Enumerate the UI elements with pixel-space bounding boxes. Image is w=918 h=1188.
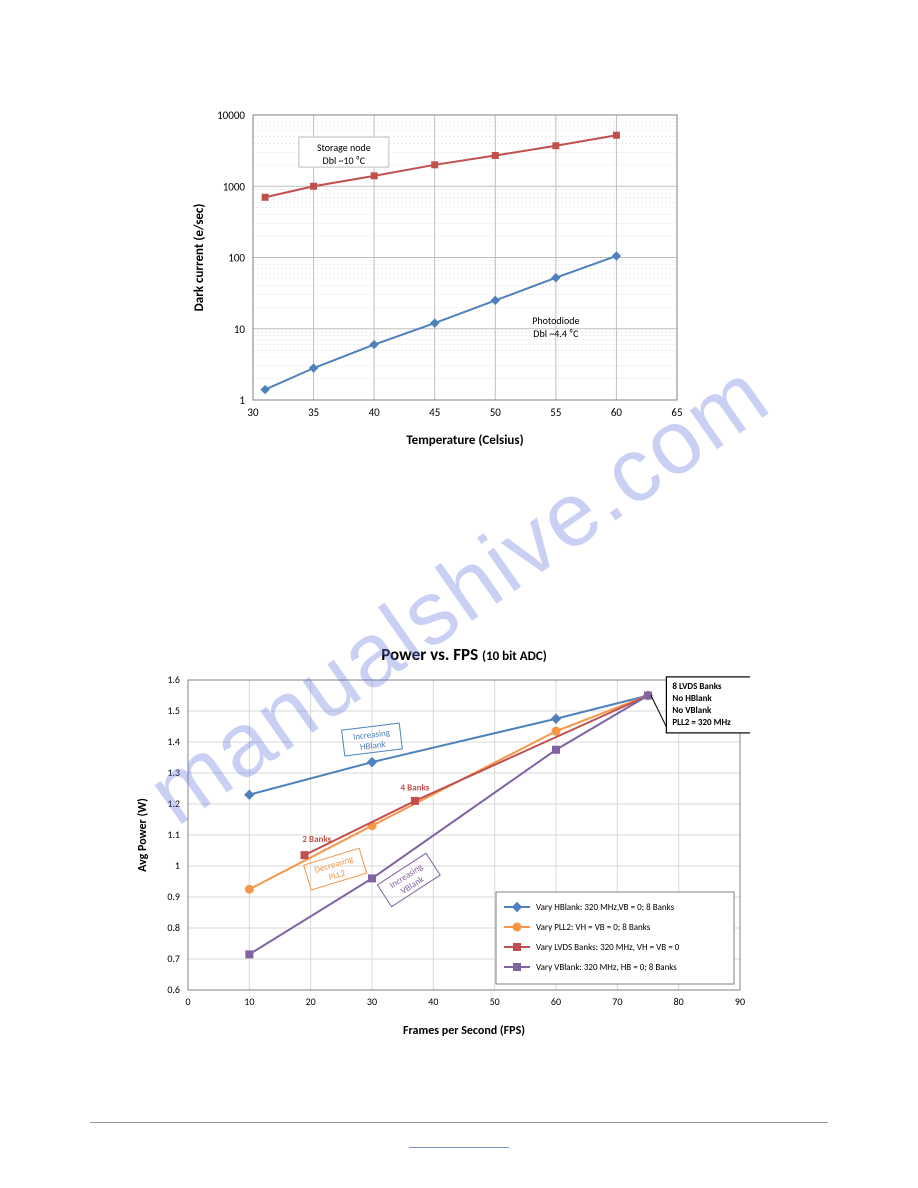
svg-text:Photodiode: Photodiode (532, 314, 579, 327)
chart-power-fps: Power vs. FPS (10 bit ADC) 0 10 20 30 40 50 60 7… (130, 640, 750, 1040)
svg-text:4 Banks: 4 Banks (401, 782, 430, 793)
svg-text:30: 30 (247, 406, 259, 419)
svg-text:0.7: 0.7 (167, 952, 180, 965)
svg-text:Vary LVDS Banks: 320 MHz, VH =: Vary LVDS Banks: 320 MHz, VH = VB = 0 (536, 942, 680, 953)
svg-text:1.1: 1.1 (167, 828, 180, 841)
svg-text:60: 60 (551, 995, 561, 1008)
svg-text:0: 0 (185, 995, 190, 1008)
svg-text:50: 50 (490, 406, 502, 419)
chart-dark-current: 30 35 40 45 50 55 60 65 1 10 100 1000 10000 Temperatu… (185, 105, 695, 450)
svg-text:Vary HBlank: 320 MHz,VB = 0;: Vary HBlank: 320 MHz,VB = 0; 8 Banks (536, 902, 675, 913)
svg-text:80: 80 (674, 995, 684, 1008)
svg-text:35: 35 (308, 406, 319, 419)
svg-text:0.8: 0.8 (167, 921, 180, 934)
svg-text:No VBlank: No VBlank (672, 705, 712, 716)
svg-text:90: 90 (735, 995, 745, 1008)
svg-text:Vary VBlank: 320 MHz, HB = 0;: Vary VBlank: 320 MHz, HB = 0; 8 Banks (536, 962, 677, 973)
svg-text:Power vs. FPS (10 bit ADC): Power vs. FPS (10 bit ADC) (381, 644, 547, 665)
svg-text:Dbl ~4.4 ⁰C: Dbl ~4.4 ⁰C (533, 327, 579, 340)
svg-text:No HBlank: No HBlank (672, 693, 712, 704)
svg-text:PLL2 = 320 MHz: PLL2 = 320 MHz (672, 717, 731, 728)
svg-text:8 LVDS Banks: 8 LVDS Banks (672, 681, 722, 692)
svg-text:40: 40 (369, 406, 381, 419)
svg-text:10: 10 (234, 323, 246, 336)
svg-text:30: 30 (367, 995, 377, 1008)
svg-text:50: 50 (490, 995, 500, 1008)
svg-text:1.6: 1.6 (167, 673, 180, 686)
svg-text:70: 70 (612, 995, 622, 1008)
svg-text:100: 100 (228, 252, 245, 265)
svg-text:1.5: 1.5 (167, 704, 180, 717)
svg-text:1.4: 1.4 (167, 735, 180, 748)
svg-text:45: 45 (429, 406, 440, 419)
svg-text:10000: 10000 (217, 109, 245, 122)
svg-text:65: 65 (671, 406, 682, 419)
svg-text:20: 20 (306, 995, 316, 1008)
document-page: manualshive.com 303540455055606511010010… (0, 0, 918, 1188)
svg-text:55: 55 (550, 406, 561, 419)
svg-text:Avg Power (W): Avg Power (W) (136, 798, 150, 872)
svg-text:Storage node: Storage node (317, 141, 371, 154)
svg-text:0.9: 0.9 (167, 890, 180, 903)
svg-text:1: 1 (239, 394, 245, 407)
chart1-svg: 30 35 40 45 50 55 60 65 1 10 100 1000 10000 Temperatu… (185, 105, 695, 450)
chart2-svg: Power vs. FPS (10 bit ADC) 0 10 20 30 40 50 60 7… (130, 640, 750, 1040)
svg-text:40: 40 (428, 995, 438, 1008)
svg-text:1.2: 1.2 (167, 797, 180, 810)
footer-link-underline (409, 1147, 509, 1148)
svg-text:0.6: 0.6 (167, 983, 180, 996)
svg-text:1: 1 (175, 859, 180, 872)
svg-text:2 Banks: 2 Banks (302, 834, 331, 845)
footer-rule (90, 1122, 828, 1123)
svg-text:Vary PLL2: VH = VB = 0; 8 Bank: Vary PLL2: VH = VB = 0; 8 Banks (536, 922, 651, 933)
svg-text:10: 10 (244, 995, 254, 1008)
svg-text:Dbl ~10 ⁰C: Dbl ~10 ⁰C (323, 154, 366, 167)
svg-text:1.3: 1.3 (167, 766, 180, 779)
svg-text:Temperature (Celsius): Temperature (Celsius) (406, 433, 523, 448)
svg-text:Frames per Second (FPS): Frames per Second (FPS) (403, 1024, 525, 1038)
svg-text:Dark current (e/sec): Dark current (e/sec) (192, 204, 207, 312)
svg-text:60: 60 (611, 406, 623, 419)
svg-text:1000: 1000 (223, 180, 246, 193)
